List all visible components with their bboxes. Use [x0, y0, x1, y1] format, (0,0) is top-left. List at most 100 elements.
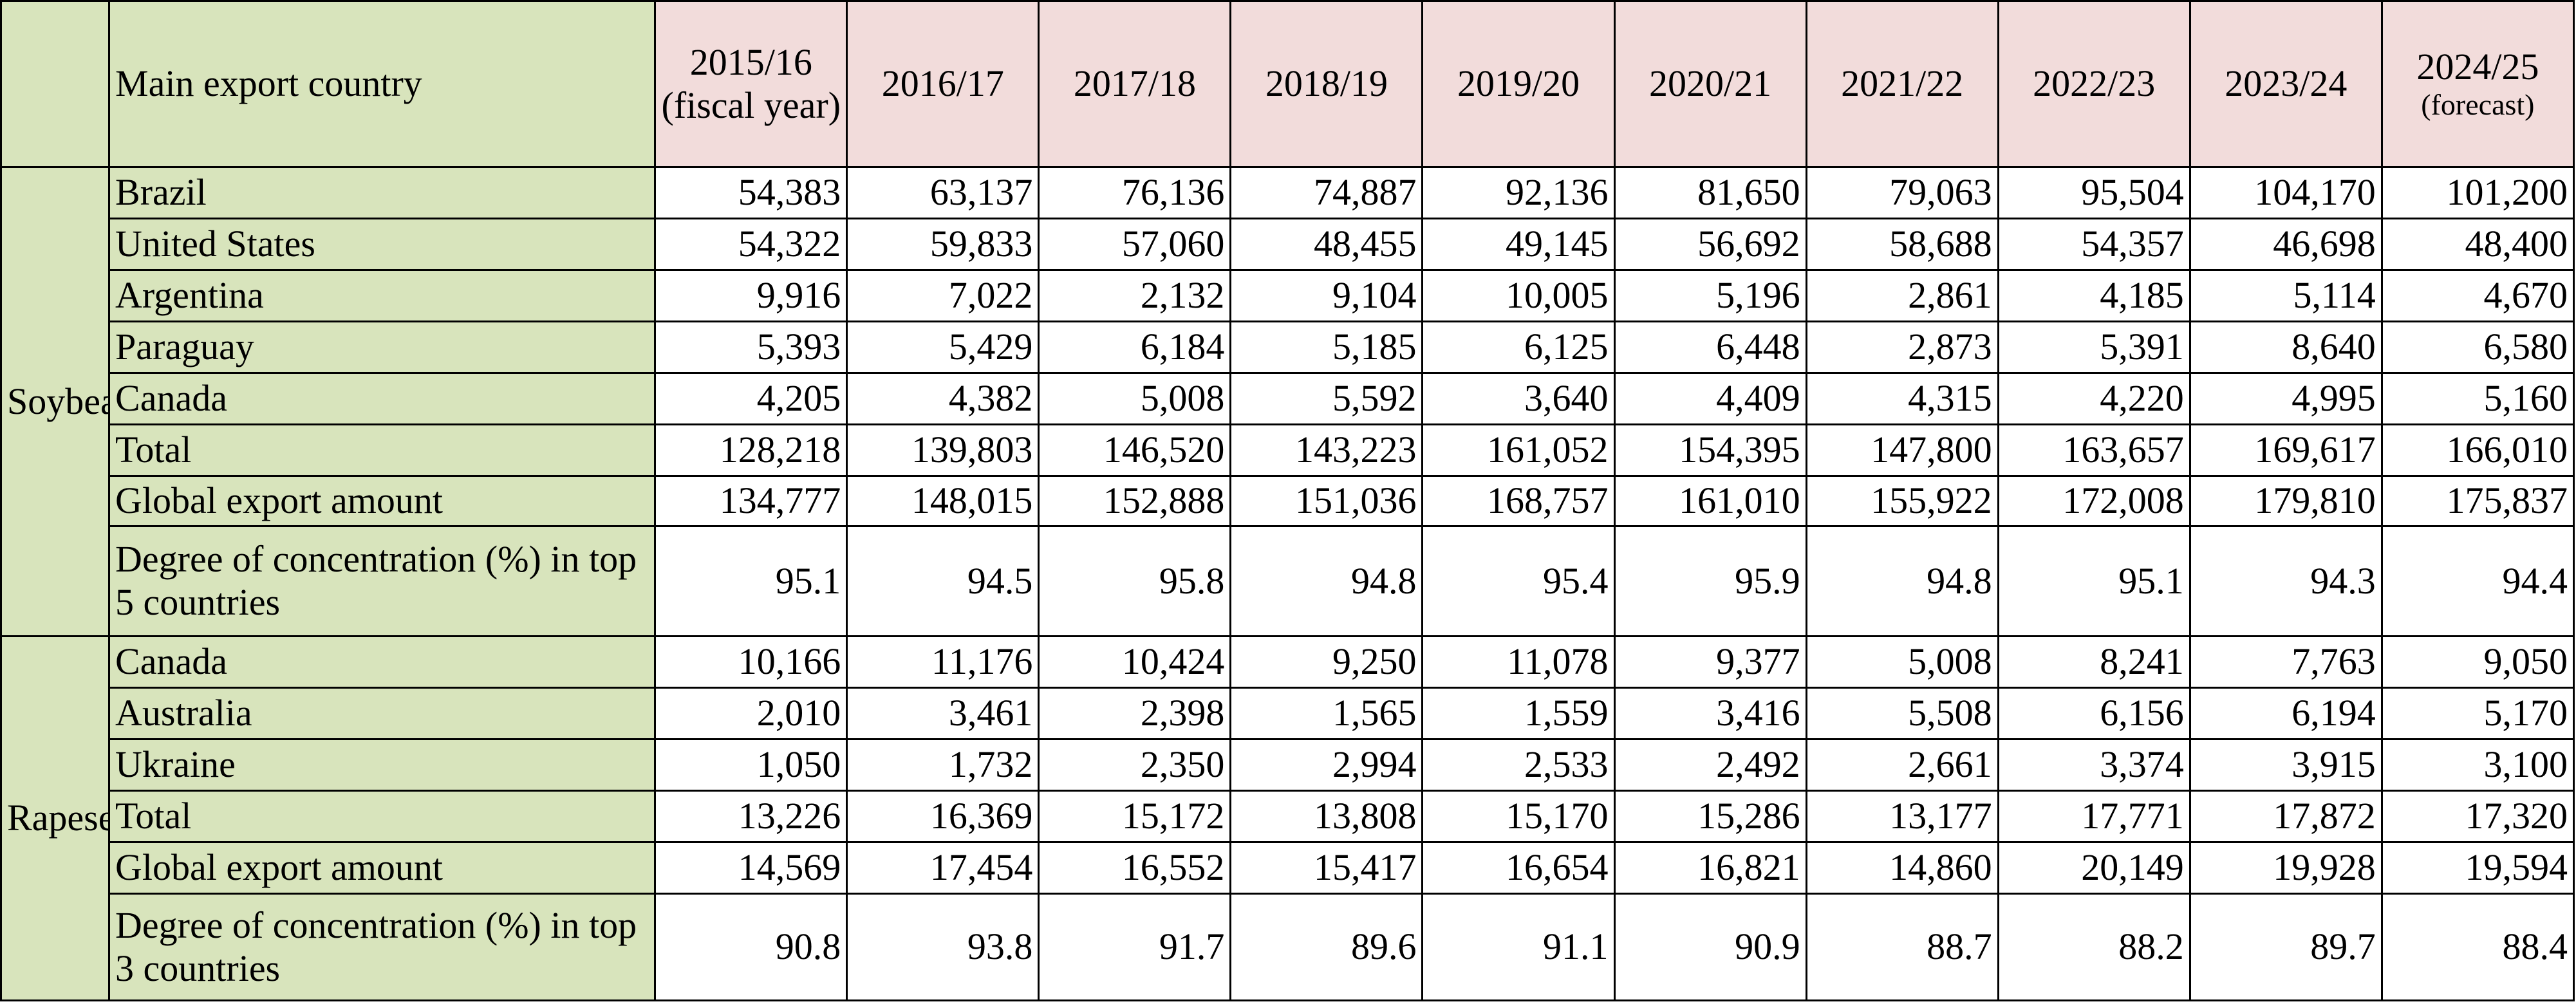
value-cell: 54,383: [654, 166, 848, 219]
year-label: 2015/16: [689, 41, 812, 83]
data-row: Degree of concentration (%) in top 3 cou…: [1, 893, 2575, 1001]
value-cell: 2,994: [1229, 738, 1424, 792]
data-row: Global export amount 134,777 148,015 152,88…: [1, 475, 2575, 527]
value-cell: 147,800: [1805, 423, 1999, 477]
value-cell: 161,052: [1421, 423, 1616, 477]
value-cell: 14,860: [1805, 841, 1999, 895]
value-cell: 2,873: [1805, 321, 1999, 374]
group-cell: Rapeseed: [0, 635, 111, 1001]
data-row: Argentina 9,916 7,022 2,132 9,104 10,005 5,196…: [1, 269, 2575, 322]
year-label: 2017/18: [1073, 62, 1196, 105]
group-label: Rapeseed: [7, 797, 107, 839]
value-cell: 15,170: [1421, 790, 1616, 843]
value-cell: 17,454: [846, 841, 1040, 895]
value-cell: 175,837: [2380, 475, 2575, 527]
year-header: 2024/25 (forecast): [2380, 0, 2575, 168]
year-label: 2019/20: [1457, 62, 1580, 105]
value-cell: 143,223: [1229, 423, 1424, 477]
value-cell: 79,063: [1805, 166, 1999, 219]
value-cell: 9,250: [1229, 635, 1424, 689]
value-cell: 94.4: [2380, 525, 2575, 637]
value-cell: 88.7: [1805, 893, 1999, 1001]
row-label: Brazil: [108, 166, 657, 219]
row-label: Canada: [108, 372, 657, 425]
value-cell: 95.4: [1421, 525, 1616, 637]
value-cell: 19,928: [2189, 841, 2383, 895]
value-cell: 15,172: [1038, 790, 1232, 843]
value-cell: 5,170: [2380, 687, 2575, 740]
value-cell: 4,220: [1997, 372, 2191, 425]
value-cell: 5,114: [2189, 269, 2383, 322]
value-cell: 3,640: [1421, 372, 1616, 425]
value-cell: 166,010: [2380, 423, 2575, 477]
value-cell: 169,617: [2189, 423, 2383, 477]
year-header: 2019/20: [1421, 0, 1616, 168]
value-cell: 4,670: [2380, 269, 2575, 322]
value-cell: 6,184: [1038, 321, 1232, 374]
year-note: (forecast): [2421, 88, 2535, 122]
value-cell: 11,078: [1421, 635, 1616, 689]
data-row: Soybean Brazil54,38363,13776,13674,88792,…: [0, 166, 2575, 637]
value-cell: 5,391: [1997, 321, 2191, 374]
value-cell: 95.1: [654, 525, 848, 637]
data-row: Rapeseed Canada10,16611,17610,4249,25011,…: [0, 635, 2575, 1001]
value-cell: 101,200: [2380, 166, 2575, 219]
value-cell: 54,322: [654, 218, 848, 271]
value-cell: 6,156: [1997, 687, 2191, 740]
value-cell: 6,448: [1613, 321, 1807, 374]
value-cell: 10,005: [1421, 269, 1616, 322]
value-cell: 152,888: [1038, 475, 1232, 527]
value-cell: 4,382: [846, 372, 1040, 425]
value-cell: 16,654: [1421, 841, 1616, 895]
data-row: Degree of concentration (%) in top 5 cou…: [1, 525, 2575, 637]
value-cell: 146,520: [1038, 423, 1232, 477]
value-cell: 57,060: [1038, 218, 1232, 271]
value-cell: 2,861: [1805, 269, 1999, 322]
value-cell: 104,170: [2189, 166, 2383, 219]
value-cell: 1,565: [1229, 687, 1424, 740]
value-cell: 74,887: [1229, 166, 1424, 219]
group-cell: Soybean: [0, 166, 111, 637]
year-label: 2024/25: [2416, 45, 2539, 88]
value-cell: 15,417: [1229, 841, 1424, 895]
value-cell: 163,657: [1997, 423, 2191, 477]
year-header: 2022/23: [1997, 0, 2191, 168]
data-row: Canada 4,205 4,382 5,008 5,592 3,640 4,409 4,31…: [1, 372, 2575, 425]
value-cell: 4,185: [1997, 269, 2191, 322]
year-header: 2020/21: [1613, 0, 1807, 168]
value-cell: 5,508: [1805, 687, 1999, 740]
row-label: Global export amount: [108, 475, 657, 527]
value-cell: 63,137: [846, 166, 1040, 219]
value-cell: 95.8: [1038, 525, 1232, 637]
value-cell: 94.5: [846, 525, 1040, 637]
row-label: Ukraine: [108, 738, 657, 792]
value-cell: 2,398: [1038, 687, 1232, 740]
year-header: 2016/17: [846, 0, 1040, 168]
value-cell: 16,369: [846, 790, 1040, 843]
value-cell: 3,461: [846, 687, 1040, 740]
value-cell: 89.6: [1229, 893, 1424, 1001]
value-cell: 59,833: [846, 218, 1040, 271]
row-label: Global export amount: [108, 841, 657, 895]
value-cell: 1,050: [654, 738, 848, 792]
value-cell: 93.8: [846, 893, 1040, 1001]
row-label: Australia: [108, 687, 657, 740]
value-cell: 2,350: [1038, 738, 1232, 792]
value-cell: 4,315: [1805, 372, 1999, 425]
value-cell: 2,533: [1421, 738, 1616, 792]
value-cell: 2,010: [654, 687, 848, 740]
row-label: Total: [108, 423, 657, 477]
year-label: 2020/21: [1649, 62, 1772, 105]
value-cell: 3,374: [1997, 738, 2191, 792]
value-cell: 91.7: [1038, 893, 1232, 1001]
value-cell: 14,569: [654, 841, 848, 895]
year-header: 2015/16 (fiscal year): [654, 0, 848, 168]
year-label: 2022/23: [2033, 62, 2156, 105]
value-cell: 1,559: [1421, 687, 1616, 740]
value-cell: 56,692: [1613, 218, 1807, 271]
value-cell: 9,104: [1229, 269, 1424, 322]
value-cell: 5,008: [1038, 372, 1232, 425]
value-cell: 161,010: [1613, 475, 1807, 527]
